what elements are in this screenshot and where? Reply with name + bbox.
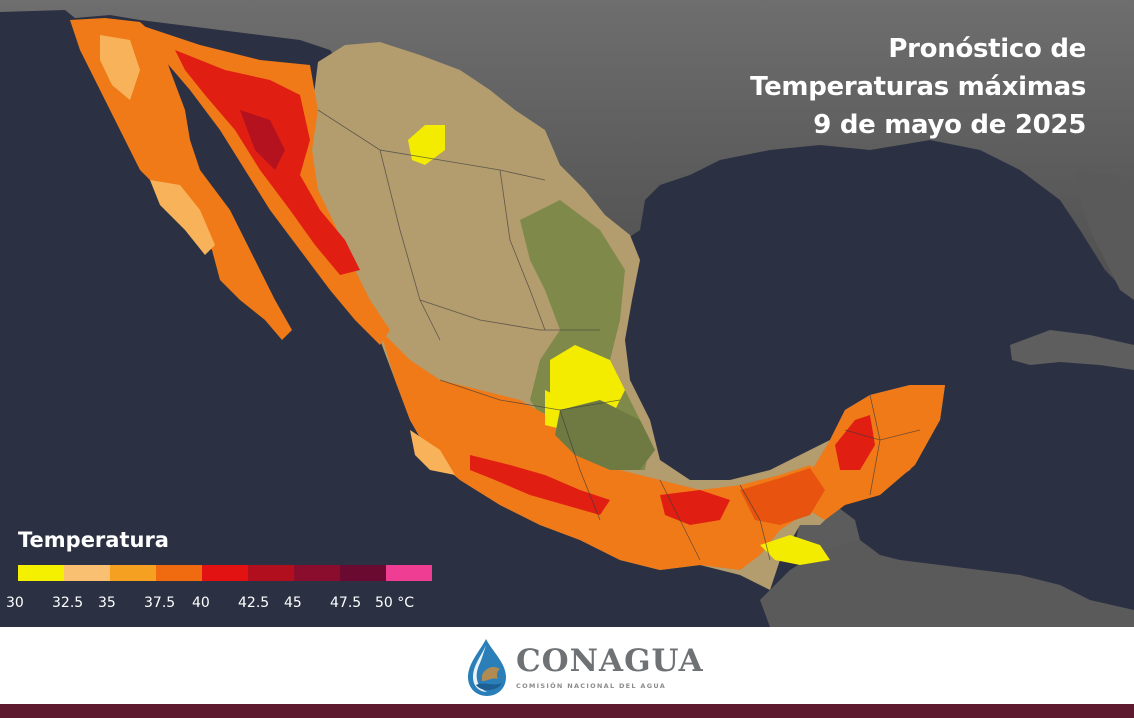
legend-tick-label: 45 xyxy=(284,595,302,611)
legend-tick-label: 37.5 xyxy=(144,595,176,611)
legend-swatch xyxy=(386,565,432,581)
yellow-patch-chiapas xyxy=(760,535,830,565)
yucatan-red-core xyxy=(835,415,875,470)
title-line-3: 9 de mayo de 2025 xyxy=(813,110,1086,140)
conagua-logo: CONAGUA COMISIÓN NACIONAL DEL AGUA xyxy=(462,637,704,699)
legend-swatch xyxy=(294,565,340,581)
legend-swatch xyxy=(202,565,248,581)
legend-swatch xyxy=(18,565,64,581)
guerrero-red-zone xyxy=(470,455,610,515)
logo-name: CONAGUA xyxy=(516,643,704,679)
yellow-patch-north xyxy=(408,125,445,165)
cuba-landmass xyxy=(1010,330,1134,370)
legend-tick-label: 42.5 xyxy=(238,595,270,611)
legend-swatch xyxy=(64,565,110,581)
legend-swatches xyxy=(18,565,432,581)
legend-swatch xyxy=(248,565,294,581)
legend-swatch xyxy=(156,565,202,581)
usa-landmass xyxy=(0,0,1134,300)
legend-tick-label: 35 xyxy=(98,595,116,611)
florida-landmass xyxy=(1075,170,1134,300)
temperature-legend: Temperatura 30 32.5 35 37.5 40 42.5 45 47.5 50 °… xyxy=(0,528,450,618)
forecast-map: Pronóstico de Temperaturas máximas 9 de … xyxy=(0,0,1134,627)
legend-ticks: 30 32.5 35 37.5 40 42.5 45 47.5 50 °C xyxy=(0,595,450,615)
legend-swatch xyxy=(340,565,386,581)
legend-tick-label: 47.5 xyxy=(330,595,362,611)
yucatan-peninsula xyxy=(800,385,945,520)
baja-interior xyxy=(100,35,140,100)
title-line-1: Pronóstico de xyxy=(888,34,1086,64)
water-drop-icon xyxy=(468,639,506,696)
logo-subtitle: COMISIÓN NACIONAL DEL AGUA xyxy=(516,682,667,690)
coastal-light xyxy=(410,430,455,475)
bottom-bar xyxy=(0,704,1134,718)
central-america-landmass xyxy=(760,540,1134,627)
title-line-2: Temperaturas máximas xyxy=(750,72,1086,102)
legend-swatch xyxy=(110,565,156,581)
legend-tick-label: 32.5 xyxy=(52,595,84,611)
footer: CONAGUA COMISIÓN NACIONAL DEL AGUA xyxy=(0,627,1134,704)
legend-tick-label: 40 xyxy=(192,595,210,611)
sonora-hot-zone xyxy=(140,25,390,345)
state-borders xyxy=(317,109,921,561)
legend-title: Temperatura xyxy=(18,528,169,552)
oaxaca-red-zone xyxy=(660,490,730,525)
central-highlands xyxy=(555,400,655,470)
legend-tick-label: 30 xyxy=(6,595,24,611)
map-canvas xyxy=(0,0,1134,627)
legend-tick-label: 50 °C xyxy=(375,595,415,611)
baja-south-light xyxy=(150,180,215,255)
tabasco-zone xyxy=(740,468,825,525)
sonora-darkred xyxy=(240,110,285,170)
baja-california xyxy=(70,18,292,340)
map-title: Pronóstico de Temperaturas máximas 9 de … xyxy=(750,30,1086,144)
